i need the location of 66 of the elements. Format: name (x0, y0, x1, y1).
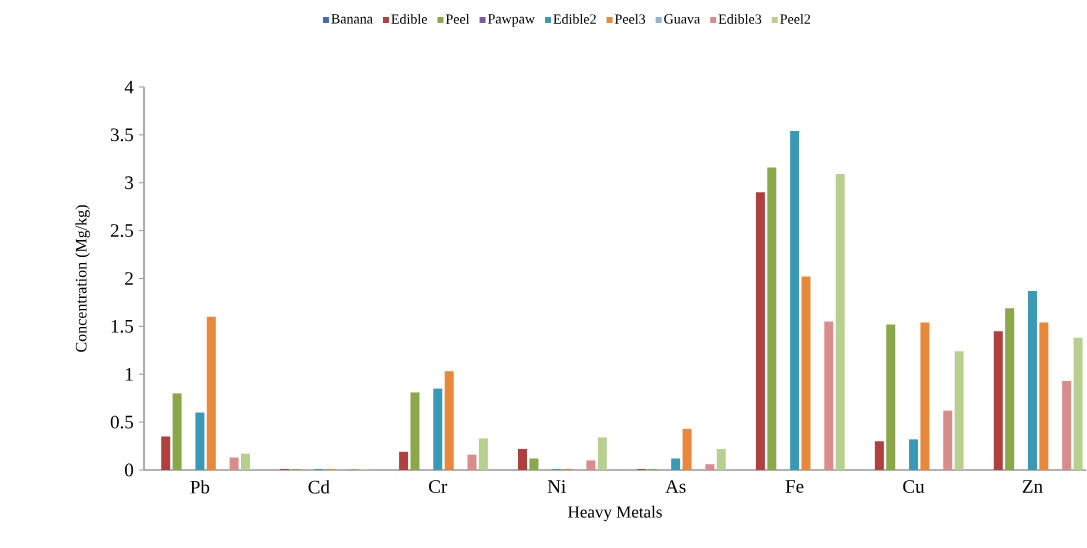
legend-label: Banana (331, 14, 373, 24)
bar (241, 453, 251, 470)
bar (433, 388, 443, 470)
bar (206, 316, 216, 470)
bar (1073, 337, 1083, 470)
bar (399, 451, 409, 470)
bar (195, 412, 205, 470)
bar (943, 410, 953, 470)
x-tick-label: Zn (1022, 480, 1043, 493)
bar (597, 437, 607, 470)
bar (682, 428, 692, 470)
y-tick-label: 2 (125, 272, 133, 285)
x-tick-label: Pb (190, 480, 210, 494)
bar (993, 331, 1003, 470)
bar (671, 458, 681, 470)
bar (478, 438, 488, 470)
x-tick-label: Cd (308, 480, 330, 494)
y-tick-label: 4 (124, 80, 134, 94)
y-tick-label: 2.5 (110, 224, 134, 238)
y-tick-label: 1.5 (111, 319, 134, 333)
bar (824, 321, 834, 470)
y-tick-label: 0.5 (110, 415, 134, 429)
legend-label: Edible2 (553, 13, 596, 24)
x-tick-label: Cu (903, 480, 925, 493)
y-axis-title: Concentration (Mg/kg) (75, 205, 90, 352)
bar (172, 393, 182, 470)
bar (161, 436, 171, 470)
bar (705, 464, 715, 470)
bar (801, 276, 811, 470)
legend-label: Guava (664, 14, 700, 24)
bar (909, 439, 919, 470)
x-tick-label: As (665, 480, 686, 493)
bar (467, 454, 477, 470)
bar (954, 351, 964, 470)
bar (1005, 308, 1015, 470)
legend-label: Edible3 (718, 13, 762, 24)
legend-label: Pawpaw (487, 14, 535, 27)
legend-label: Peel (445, 13, 470, 24)
bar (1039, 322, 1049, 470)
legend-label: Peel2 (780, 13, 811, 24)
bar (518, 448, 528, 470)
y-tick-label: 3.5 (110, 128, 134, 142)
bar (229, 457, 239, 470)
x-axis-title: Heavy Metals (568, 505, 662, 522)
bar (586, 460, 596, 470)
bar (410, 392, 420, 470)
bar (835, 174, 845, 470)
bar (529, 458, 539, 470)
bar (874, 441, 884, 470)
bar (1027, 290, 1037, 470)
y-tick-label: 1 (125, 367, 133, 381)
x-tick-label: Ni (547, 480, 566, 493)
bar (886, 324, 896, 470)
bar (444, 371, 454, 470)
bar (1062, 380, 1072, 470)
bar (716, 448, 726, 470)
y-tick-label: 3 (125, 176, 134, 190)
bar (767, 167, 777, 470)
legend-label: Peel3 (614, 13, 646, 24)
bar (920, 322, 930, 470)
y-tick-label: 0 (125, 463, 134, 477)
x-tick-label: Fe (785, 480, 804, 493)
legend-label: Edible (391, 13, 427, 24)
x-tick-label: Cr (429, 480, 448, 493)
bar (790, 131, 800, 470)
bar (755, 192, 765, 470)
